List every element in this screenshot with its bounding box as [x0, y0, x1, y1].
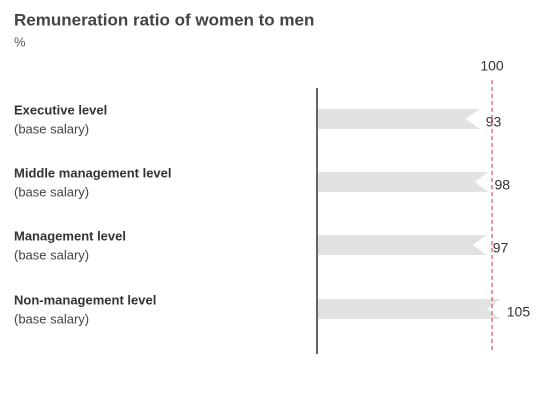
category-note: (base salary): [14, 121, 89, 136]
chart-subtitle: %: [14, 34, 26, 49]
value-label: 105: [507, 304, 531, 320]
category-label: Non-management level: [14, 292, 156, 307]
value-label: 93: [486, 114, 502, 130]
bar-notch: [474, 172, 489, 192]
bar: [318, 299, 501, 319]
category-label: Management level: [14, 228, 126, 243]
value-label: 97: [493, 240, 509, 256]
value-label: 98: [495, 177, 511, 193]
bar: [318, 109, 480, 129]
category-label: Executive level: [14, 102, 107, 117]
bar: [318, 235, 487, 255]
bar-notch: [465, 109, 480, 129]
category-note: (base salary): [14, 184, 89, 199]
bar-notch: [486, 299, 501, 319]
bar-notch: [472, 235, 487, 255]
reference-label: 100: [480, 58, 504, 74]
chart-title: Remuneration ratio of women to men: [14, 10, 314, 29]
category-label: Middle management level: [14, 165, 172, 180]
bar: [318, 172, 489, 192]
category-note: (base salary): [14, 311, 89, 326]
category-note: (base salary): [14, 247, 89, 262]
